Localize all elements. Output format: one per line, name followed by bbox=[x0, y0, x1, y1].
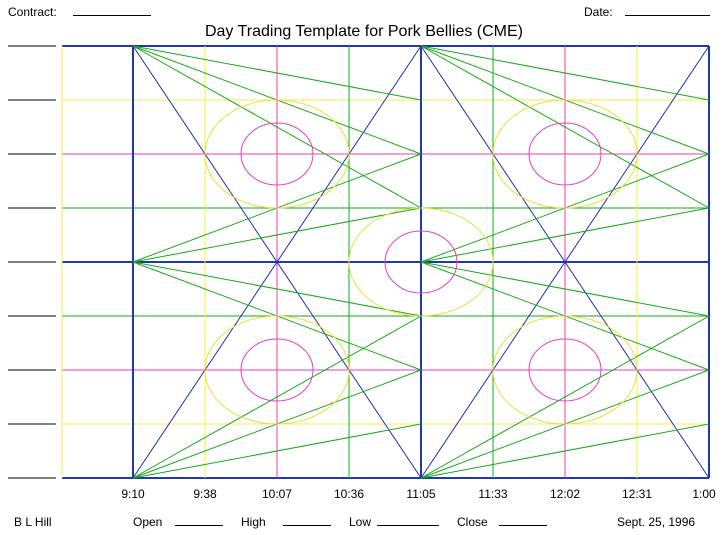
contract-blank bbox=[73, 15, 151, 16]
open-blank bbox=[175, 525, 223, 526]
document-date: Sept. 25, 1996 bbox=[617, 515, 696, 529]
contract-label: Contract: bbox=[8, 5, 57, 19]
fan-line bbox=[420, 207, 710, 263]
date-label: Date: bbox=[584, 5, 613, 19]
diagonal-line bbox=[132, 45, 422, 479]
page-title: Day Trading Template for Pork Bellies (C… bbox=[204, 23, 524, 40]
inner-circle bbox=[528, 122, 602, 186]
high-blank bbox=[283, 525, 331, 526]
fan-line bbox=[132, 45, 422, 209]
time-tick-label: 12:31 bbox=[621, 487, 653, 501]
time-tick-label: 12:02 bbox=[549, 487, 581, 501]
close-label: Close bbox=[457, 515, 488, 529]
inner-circle bbox=[384, 230, 458, 294]
time-tick-label: 11:05 bbox=[406, 487, 436, 501]
inner-circle bbox=[528, 338, 602, 402]
high-label: High bbox=[241, 515, 266, 529]
fan-line bbox=[132, 261, 422, 317]
time-tick-label: 10:07 bbox=[261, 487, 293, 501]
fan-line bbox=[132, 45, 422, 101]
fan-line bbox=[132, 423, 422, 479]
inner-circle bbox=[240, 122, 314, 186]
fan-line bbox=[420, 315, 710, 479]
time-tick-label: 1:00 bbox=[692, 487, 716, 501]
outer-circle bbox=[492, 99, 638, 209]
low-label: Low bbox=[349, 515, 372, 529]
date-blank bbox=[625, 15, 710, 16]
fan-line bbox=[420, 45, 710, 209]
fan-line bbox=[420, 423, 710, 479]
open-label: Open bbox=[133, 515, 163, 529]
fan-line bbox=[132, 207, 422, 263]
outer-circle bbox=[204, 99, 350, 209]
diagonal-line bbox=[420, 45, 710, 479]
close-blank bbox=[499, 525, 547, 526]
outer-circle bbox=[492, 315, 638, 425]
fan-line bbox=[420, 45, 710, 101]
outer-circle bbox=[204, 315, 350, 425]
time-tick-label: 10:36 bbox=[333, 487, 365, 501]
time-tick-label: 9:10 bbox=[121, 487, 145, 501]
outer-circle bbox=[348, 207, 494, 317]
author-name: B L Hill bbox=[14, 515, 52, 529]
time-tick-label: 9:38 bbox=[193, 487, 217, 501]
low-blank bbox=[377, 525, 439, 526]
time-tick-label: 11:33 bbox=[478, 487, 508, 501]
fan-line bbox=[132, 315, 422, 479]
fan-line bbox=[420, 261, 710, 317]
inner-circle bbox=[240, 338, 314, 402]
